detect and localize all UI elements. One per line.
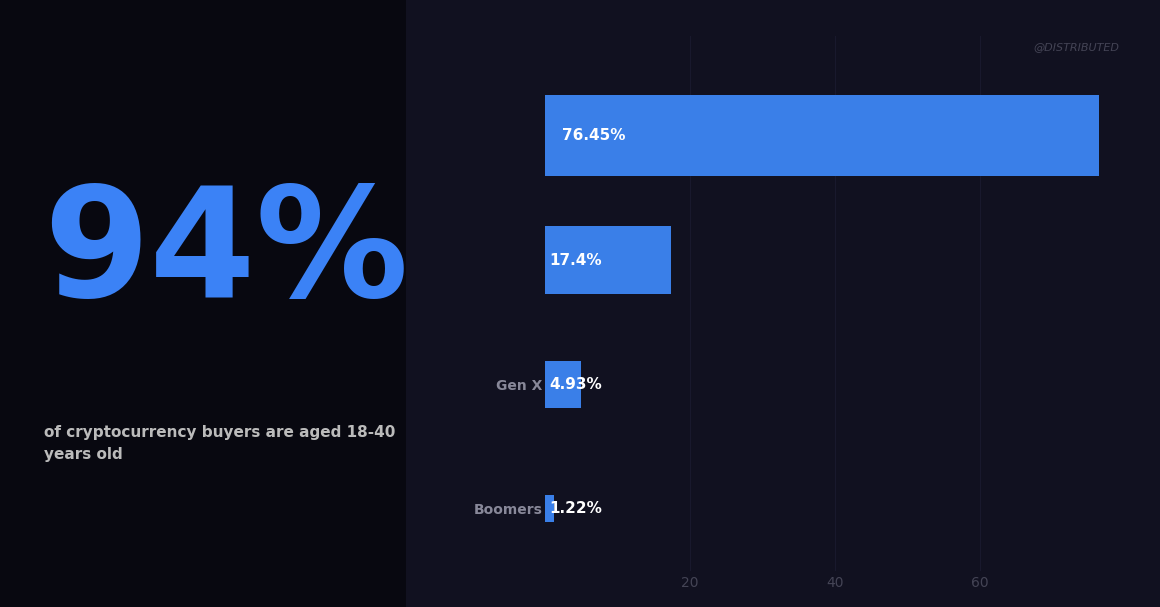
Text: of cryptocurrency buyers are aged 18-40
years old: of cryptocurrency buyers are aged 18-40 … — [44, 425, 396, 462]
Bar — [545, 226, 672, 294]
Text: 76.45%: 76.45% — [561, 128, 625, 143]
FancyBboxPatch shape — [406, 0, 1160, 607]
Bar — [545, 495, 554, 522]
Text: 4.93%: 4.93% — [549, 377, 602, 392]
Bar — [545, 361, 581, 408]
Text: 94%: 94% — [44, 180, 409, 330]
Bar — [545, 95, 1100, 176]
Text: 1.22%: 1.22% — [549, 501, 602, 516]
Text: 17.4%: 17.4% — [549, 253, 602, 268]
Text: @DISTRIBUTED: @DISTRIBUTED — [1034, 42, 1119, 52]
